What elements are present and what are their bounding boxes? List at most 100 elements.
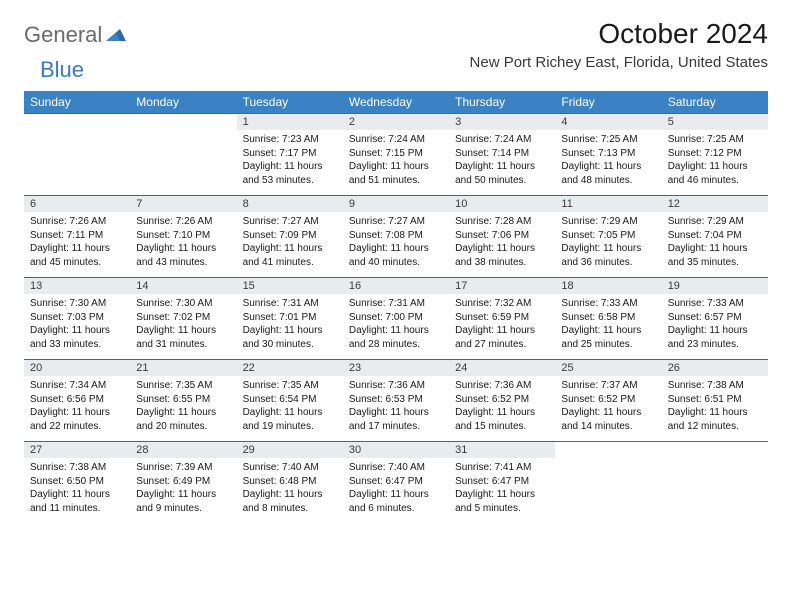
day-number-row: 13141516171819 xyxy=(24,278,768,295)
day-data-row: Sunrise: 7:38 AMSunset: 6:50 PMDaylight:… xyxy=(24,458,768,523)
day-data-cell: Sunrise: 7:29 AMSunset: 7:05 PMDaylight:… xyxy=(555,212,661,278)
day-data-cell: Sunrise: 7:31 AMSunset: 7:01 PMDaylight:… xyxy=(237,294,343,360)
sunset-line: Sunset: 7:04 PM xyxy=(668,229,762,243)
logo-text-general: General xyxy=(24,22,102,48)
day-data-cell: Sunrise: 7:27 AMSunset: 7:08 PMDaylight:… xyxy=(343,212,449,278)
day-data-row: Sunrise: 7:34 AMSunset: 6:56 PMDaylight:… xyxy=(24,376,768,442)
sunrise-line: Sunrise: 7:41 AM xyxy=(455,461,549,475)
day-data-cell: Sunrise: 7:36 AMSunset: 6:53 PMDaylight:… xyxy=(343,376,449,442)
daylight-line: Daylight: 11 hours and 9 minutes. xyxy=(136,488,230,515)
daylight-line: Daylight: 11 hours and 31 minutes. xyxy=(136,324,230,351)
daylight-line: Daylight: 11 hours and 15 minutes. xyxy=(455,406,549,433)
day-data-cell xyxy=(555,458,661,523)
daylight-line: Daylight: 11 hours and 14 minutes. xyxy=(561,406,655,433)
sunrise-line: Sunrise: 7:36 AM xyxy=(349,379,443,393)
daylight-line: Daylight: 11 hours and 22 minutes. xyxy=(30,406,124,433)
day-number-cell: 6 xyxy=(24,196,130,213)
calendar-body: 12345Sunrise: 7:23 AMSunset: 7:17 PMDayl… xyxy=(24,114,768,524)
day-number-cell: 26 xyxy=(662,360,768,377)
sunrise-line: Sunrise: 7:25 AM xyxy=(668,133,762,147)
daylight-line: Daylight: 11 hours and 5 minutes. xyxy=(455,488,549,515)
sunset-line: Sunset: 7:00 PM xyxy=(349,311,443,325)
day-number-cell: 1 xyxy=(237,114,343,131)
sunrise-line: Sunrise: 7:35 AM xyxy=(136,379,230,393)
daylight-line: Daylight: 11 hours and 6 minutes. xyxy=(349,488,443,515)
daylight-line: Daylight: 11 hours and 51 minutes. xyxy=(349,160,443,187)
day-data-row: Sunrise: 7:26 AMSunset: 7:11 PMDaylight:… xyxy=(24,212,768,278)
sunrise-line: Sunrise: 7:33 AM xyxy=(561,297,655,311)
sunset-line: Sunset: 6:52 PM xyxy=(455,393,549,407)
sunset-line: Sunset: 6:54 PM xyxy=(243,393,337,407)
day-data-cell: Sunrise: 7:25 AMSunset: 7:13 PMDaylight:… xyxy=(555,130,661,196)
day-header: Friday xyxy=(555,91,661,114)
daylight-line: Daylight: 11 hours and 20 minutes. xyxy=(136,406,230,433)
day-data-cell: Sunrise: 7:27 AMSunset: 7:09 PMDaylight:… xyxy=(237,212,343,278)
sunset-line: Sunset: 7:06 PM xyxy=(455,229,549,243)
sunrise-line: Sunrise: 7:40 AM xyxy=(243,461,337,475)
daylight-line: Daylight: 11 hours and 11 minutes. xyxy=(30,488,124,515)
sunrise-line: Sunrise: 7:29 AM xyxy=(668,215,762,229)
day-number-cell: 13 xyxy=(24,278,130,295)
month-title: October 2024 xyxy=(470,18,768,50)
day-number-cell: 19 xyxy=(662,278,768,295)
daylight-line: Daylight: 11 hours and 50 minutes. xyxy=(455,160,549,187)
day-number-cell: 7 xyxy=(130,196,236,213)
day-number-cell: 9 xyxy=(343,196,449,213)
sunrise-line: Sunrise: 7:38 AM xyxy=(30,461,124,475)
day-number-cell: 11 xyxy=(555,196,661,213)
day-number-cell xyxy=(555,442,661,459)
daylight-line: Daylight: 11 hours and 17 minutes. xyxy=(349,406,443,433)
day-number-cell: 24 xyxy=(449,360,555,377)
day-number-cell: 29 xyxy=(237,442,343,459)
day-data-cell: Sunrise: 7:31 AMSunset: 7:00 PMDaylight:… xyxy=(343,294,449,360)
day-number-cell: 4 xyxy=(555,114,661,131)
day-number-cell: 27 xyxy=(24,442,130,459)
day-number-cell xyxy=(24,114,130,131)
day-data-cell: Sunrise: 7:41 AMSunset: 6:47 PMDaylight:… xyxy=(449,458,555,523)
day-header-row: Sunday Monday Tuesday Wednesday Thursday… xyxy=(24,91,768,114)
day-number-cell: 18 xyxy=(555,278,661,295)
daylight-line: Daylight: 11 hours and 41 minutes. xyxy=(243,242,337,269)
day-number-cell: 12 xyxy=(662,196,768,213)
day-number-cell: 14 xyxy=(130,278,236,295)
sunset-line: Sunset: 6:53 PM xyxy=(349,393,443,407)
sunrise-line: Sunrise: 7:39 AM xyxy=(136,461,230,475)
day-number-cell: 2 xyxy=(343,114,449,131)
day-header: Sunday xyxy=(24,91,130,114)
daylight-line: Daylight: 11 hours and 45 minutes. xyxy=(30,242,124,269)
day-data-cell: Sunrise: 7:39 AMSunset: 6:49 PMDaylight:… xyxy=(130,458,236,523)
day-data-row: Sunrise: 7:30 AMSunset: 7:03 PMDaylight:… xyxy=(24,294,768,360)
daylight-line: Daylight: 11 hours and 43 minutes. xyxy=(136,242,230,269)
sunrise-line: Sunrise: 7:28 AM xyxy=(455,215,549,229)
sunrise-line: Sunrise: 7:32 AM xyxy=(455,297,549,311)
daylight-line: Daylight: 11 hours and 46 minutes. xyxy=(668,160,762,187)
daylight-line: Daylight: 11 hours and 30 minutes. xyxy=(243,324,337,351)
sunrise-line: Sunrise: 7:29 AM xyxy=(561,215,655,229)
day-data-cell xyxy=(24,130,130,196)
sunset-line: Sunset: 7:01 PM xyxy=(243,311,337,325)
sunrise-line: Sunrise: 7:24 AM xyxy=(455,133,549,147)
day-header: Tuesday xyxy=(237,91,343,114)
sunrise-line: Sunrise: 7:26 AM xyxy=(136,215,230,229)
sunset-line: Sunset: 6:47 PM xyxy=(455,475,549,489)
sunrise-line: Sunrise: 7:40 AM xyxy=(349,461,443,475)
sunrise-line: Sunrise: 7:37 AM xyxy=(561,379,655,393)
day-header: Wednesday xyxy=(343,91,449,114)
day-number-row: 6789101112 xyxy=(24,196,768,213)
day-number-row: 20212223242526 xyxy=(24,360,768,377)
day-data-cell: Sunrise: 7:37 AMSunset: 6:52 PMDaylight:… xyxy=(555,376,661,442)
sunrise-line: Sunrise: 7:38 AM xyxy=(668,379,762,393)
daylight-line: Daylight: 11 hours and 48 minutes. xyxy=(561,160,655,187)
day-number-row: 12345 xyxy=(24,114,768,131)
calendar-table: Sunday Monday Tuesday Wednesday Thursday… xyxy=(24,91,768,523)
sunrise-line: Sunrise: 7:35 AM xyxy=(243,379,337,393)
sunset-line: Sunset: 7:12 PM xyxy=(668,147,762,161)
day-header: Saturday xyxy=(662,91,768,114)
daylight-line: Daylight: 11 hours and 38 minutes. xyxy=(455,242,549,269)
day-data-cell xyxy=(662,458,768,523)
day-data-cell: Sunrise: 7:33 AMSunset: 6:57 PMDaylight:… xyxy=(662,294,768,360)
day-header: Thursday xyxy=(449,91,555,114)
sunset-line: Sunset: 6:48 PM xyxy=(243,475,337,489)
daylight-line: Daylight: 11 hours and 8 minutes. xyxy=(243,488,337,515)
day-data-cell: Sunrise: 7:29 AMSunset: 7:04 PMDaylight:… xyxy=(662,212,768,278)
